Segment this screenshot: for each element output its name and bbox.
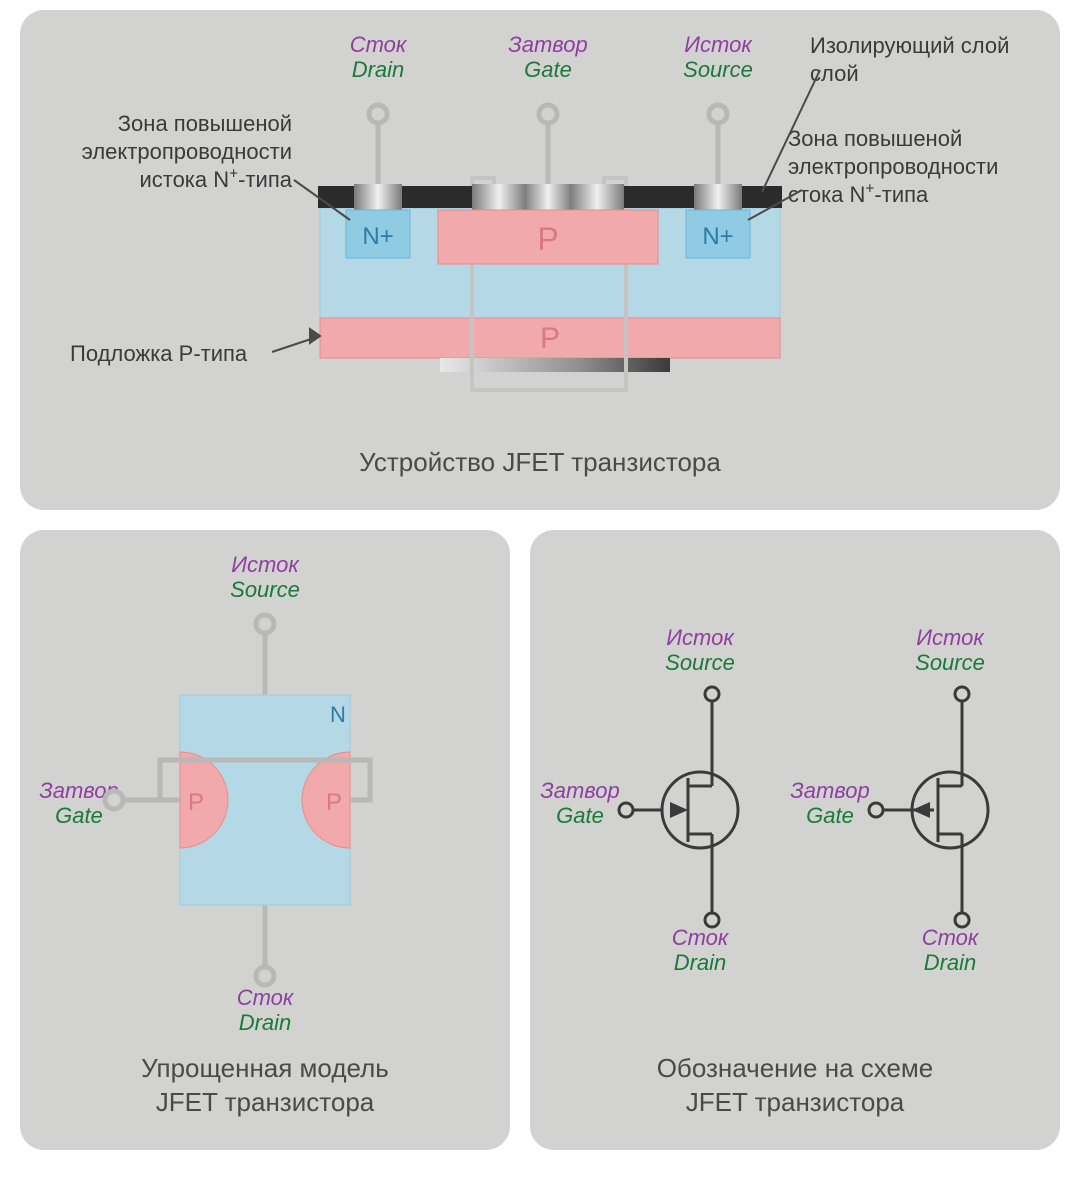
- jfet-simple-model: N P P: [20, 530, 510, 1050]
- bl-n-text: N: [330, 702, 346, 727]
- top-caption: Устройство JFET транзистора: [20, 447, 1060, 478]
- jfet-cross-section: P N+ N+ P: [20, 10, 1060, 440]
- nplus-left-text: N+: [362, 223, 393, 250]
- p-substrate-text: P: [540, 322, 560, 355]
- top-panel: Сток Drain Затвор Gate Исток Source Изол…: [20, 10, 1060, 510]
- br-caption: Обозначение на схеме JFET транзистора: [530, 1052, 1060, 1120]
- svg-text:P: P: [188, 789, 204, 816]
- nplus-right-text: N+: [702, 223, 733, 250]
- jfet-symbols: [530, 530, 1060, 1050]
- bottom-right-panel: Исток Source Затвор Gate Сток Drain Исто…: [530, 530, 1060, 1150]
- bl-caption: Упрощенная модель JFET транзистора: [20, 1052, 510, 1120]
- bottom-left-panel: Исток Source Затвор Gate Сток Drain N P …: [20, 530, 510, 1150]
- svg-text:P: P: [326, 789, 342, 816]
- p-gate-text: P: [537, 221, 558, 257]
